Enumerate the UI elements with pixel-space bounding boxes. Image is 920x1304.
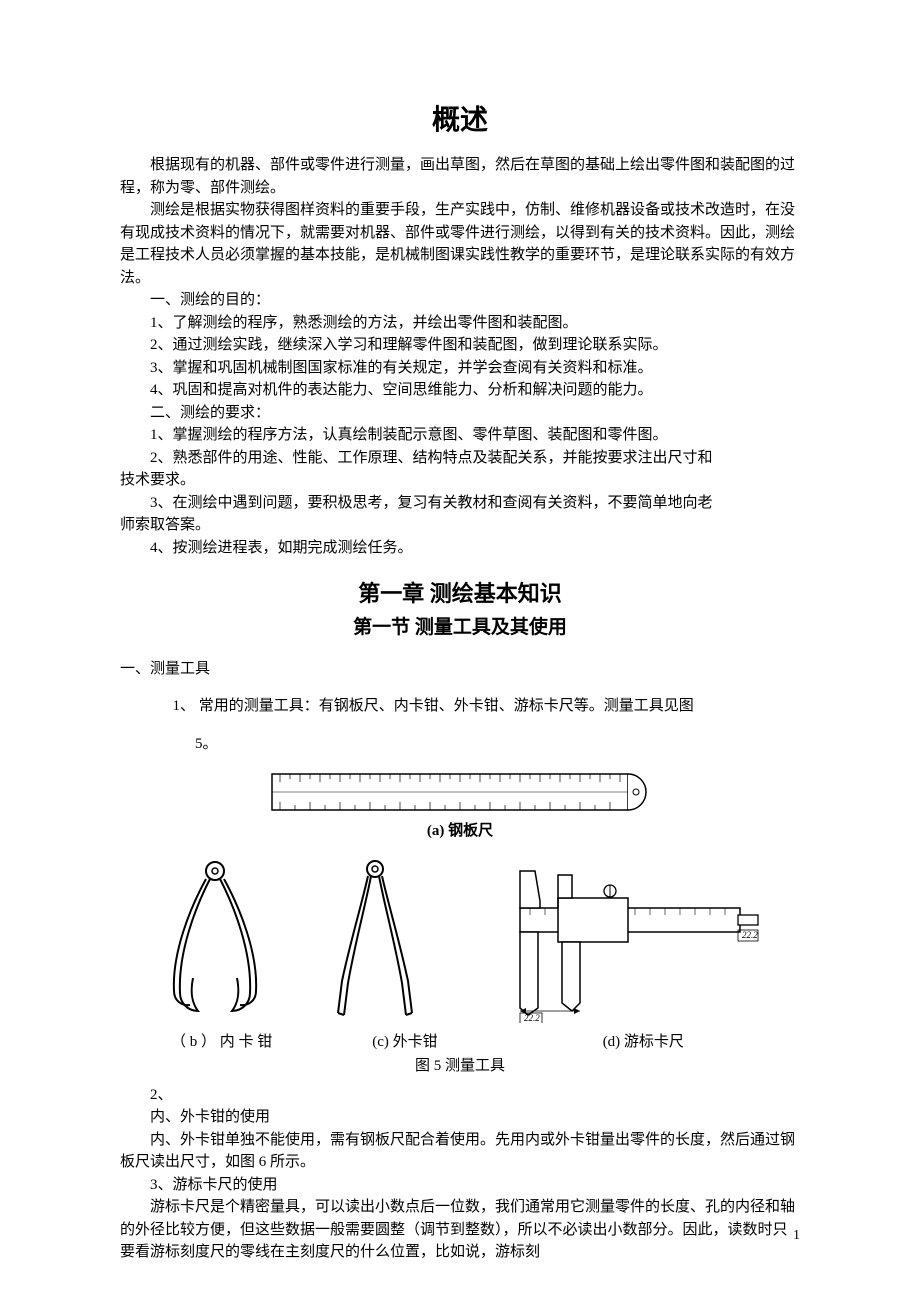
ruler-figure: [120, 770, 800, 814]
goal-4: 4、巩固和提高对机件的表达能力、空间思维能力、分析和解决问题的能力。: [120, 379, 800, 402]
inner-caliper-icon: [160, 853, 270, 1023]
section1-item1-line2: 5。: [195, 733, 800, 756]
figure-a-caption: (a) 钢板尺: [120, 820, 800, 843]
figure-b-label: （ b ） 内 卡 钳: [130, 1031, 313, 1054]
goals-heading: 一、测绘的目的：: [120, 289, 800, 312]
figure-5-area: (a) 钢板尺: [120, 770, 800, 1078]
document-page: 概述 根据现有的机器、部件或零件进行测量，画出草图，然后在草图的基础上绘出零件图…: [0, 0, 920, 1304]
req-2-line1: 2、熟悉部件的用途、性能、工作原理、结构特点及装配关系，并能按要求注出尺寸和: [120, 447, 800, 470]
figure-c-label: (c) 外卡钳: [313, 1031, 496, 1054]
req-3-line1: 3、在测绘中遇到问题，要积极思考，复习有关教材和查阅有关资料，不要简单地向老: [120, 492, 800, 515]
chapter-title: 第一章 测绘基本知识: [120, 577, 800, 610]
req-2-line2: 技术要求。: [120, 469, 800, 492]
section-title: 第一节 测量工具及其使用: [120, 614, 800, 643]
figure-d-label: (d) 游标卡尺: [497, 1031, 790, 1054]
intro-para-1: 根据现有的机器、部件或零件进行测量，画出草图，然后在草图的基础上绘出零件图和装配…: [120, 154, 800, 199]
figure-5-title: 图 5 测量工具: [120, 1055, 800, 1078]
figure-labels-row: （ b ） 内 卡 钳 (c) 外卡钳 (d) 游标卡尺: [130, 1031, 790, 1054]
goal-3: 3、掌握和巩固机械制图国家标准的有关规定，并学会查阅有关资料和标准。: [120, 357, 800, 380]
intro-para-2: 测绘是根据实物获得图样资料的重要手段，生产实践中，仿制、维修机器设备或技术改造时…: [120, 199, 800, 289]
title-overview: 概述: [120, 100, 800, 142]
section1-item2-para: 内、外卡钳单独不能使用，需有钢板尺配合着使用。先用内或外卡钳量出零件的长度，然后…: [120, 1129, 800, 1174]
goal-2: 2、通过测绘实践，继续深入学习和理解零件图和装配图，做到理论联系实际。: [120, 334, 800, 357]
vernier-caliper-icon: 1 2 3 4 5 6 22.2 22.2: [480, 853, 760, 1023]
outer-caliper-icon: [330, 853, 420, 1023]
section1-item1-line1: 1、 常用的测量工具：有钢板尺、内卡钳、外卡钳、游标卡尺等。测量工具见图: [173, 695, 801, 718]
section1-heading: 一、测量工具: [120, 658, 800, 681]
section1-item3-para: 游标卡尺是个精密量具，可以读出小数点后一位数，我们通常用它测量零件的长度、孔的内…: [120, 1196, 800, 1264]
req-4: 4、按测绘进程表，如期完成测绘任务。: [120, 537, 800, 560]
vernier-dim-2: 22.2: [524, 1013, 540, 1023]
req-3-line2: 师索取答案。: [120, 514, 800, 537]
req-1: 1、掌握测绘的程序方法，认真绘制装配示意图、零件草图、装配图和零件图。: [120, 424, 800, 447]
steel-ruler-icon: [270, 770, 650, 814]
goal-1: 1、了解测绘的程序，熟悉测绘的方法，并绘出零件图和装配图。: [120, 312, 800, 335]
vernier-dim-1: 22.2: [742, 930, 758, 940]
section1-item2-head: 内、外卡钳的使用: [120, 1106, 800, 1129]
reqs-heading: 二、测绘的要求：: [120, 402, 800, 425]
page-number: 1: [793, 1228, 800, 1244]
section1-item3-head: 3、游标卡尺的使用: [120, 1174, 800, 1197]
section1-item2-num: 2、: [120, 1084, 800, 1107]
